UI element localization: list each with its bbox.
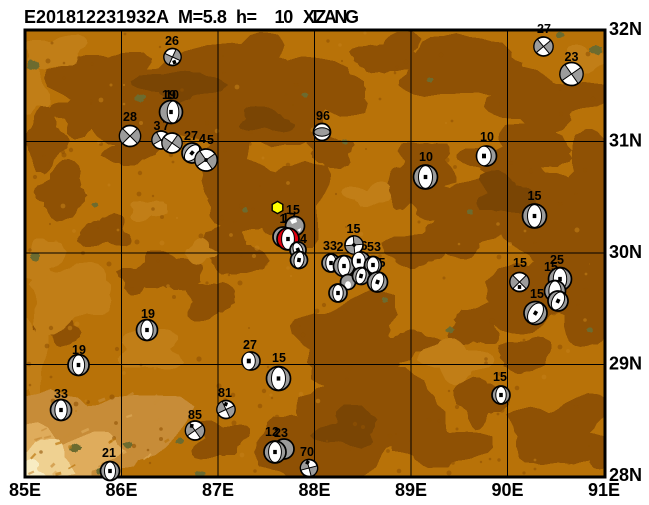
svg-text:91E: 91E — [588, 480, 620, 500]
svg-text:31N: 31N — [609, 131, 642, 151]
svg-text:87E: 87E — [202, 480, 234, 500]
svg-text:89E: 89E — [395, 480, 427, 500]
svg-text:15: 15 — [286, 203, 300, 217]
svg-text:15: 15 — [528, 189, 542, 203]
svg-text:86E: 86E — [105, 480, 137, 500]
svg-text:19: 19 — [141, 307, 155, 321]
svg-text:26: 26 — [165, 34, 179, 48]
svg-text:21: 21 — [102, 446, 116, 460]
svg-text:25: 25 — [550, 253, 564, 267]
svg-text:23: 23 — [274, 426, 288, 440]
svg-text:70: 70 — [300, 445, 314, 459]
svg-text:90E: 90E — [491, 480, 523, 500]
svg-text:15: 15 — [513, 256, 527, 270]
svg-text:33: 33 — [54, 387, 68, 401]
svg-text:h=: h= — [236, 7, 257, 27]
svg-text:28: 28 — [123, 110, 137, 124]
svg-text:19: 19 — [72, 343, 86, 357]
svg-text:15: 15 — [530, 287, 544, 301]
svg-text:E201812231932A: E201812231932A — [24, 7, 169, 27]
svg-text:15: 15 — [347, 222, 361, 236]
svg-text:15: 15 — [493, 370, 507, 384]
svg-text:1: 1 — [280, 212, 287, 226]
svg-text:32N: 32N — [609, 19, 642, 39]
svg-text:85E: 85E — [9, 480, 41, 500]
svg-text:27: 27 — [184, 129, 198, 143]
svg-text:23: 23 — [565, 50, 579, 64]
svg-text:10: 10 — [275, 7, 294, 27]
svg-text:XIZANG: XIZANG — [303, 7, 358, 27]
svg-text:M=5.8: M=5.8 — [178, 7, 227, 27]
svg-text:29N: 29N — [609, 354, 642, 374]
svg-text:7: 7 — [163, 119, 170, 133]
svg-text:85: 85 — [188, 408, 202, 422]
svg-text:10: 10 — [480, 130, 494, 144]
svg-text:2: 2 — [337, 240, 344, 254]
svg-text:53: 53 — [367, 240, 381, 254]
svg-text:19: 19 — [162, 88, 176, 102]
svg-text:4: 4 — [300, 232, 307, 246]
svg-text:10: 10 — [165, 88, 179, 102]
svg-text:33: 33 — [323, 239, 337, 253]
svg-text:12: 12 — [265, 425, 279, 439]
svg-text:5: 5 — [207, 133, 214, 147]
svg-text:28N: 28N — [609, 465, 642, 485]
svg-text:15: 15 — [272, 351, 286, 365]
svg-text:27: 27 — [243, 338, 257, 352]
svg-text:30N: 30N — [609, 242, 642, 262]
svg-text:27: 27 — [537, 22, 551, 36]
svg-text:6: 6 — [361, 239, 368, 253]
svg-text:96: 96 — [316, 109, 330, 123]
svg-text:10: 10 — [419, 150, 433, 164]
svg-text:88E: 88E — [298, 480, 330, 500]
svg-text:4: 4 — [199, 132, 206, 146]
svg-text:81: 81 — [218, 386, 232, 400]
svg-text:3: 3 — [154, 119, 161, 133]
